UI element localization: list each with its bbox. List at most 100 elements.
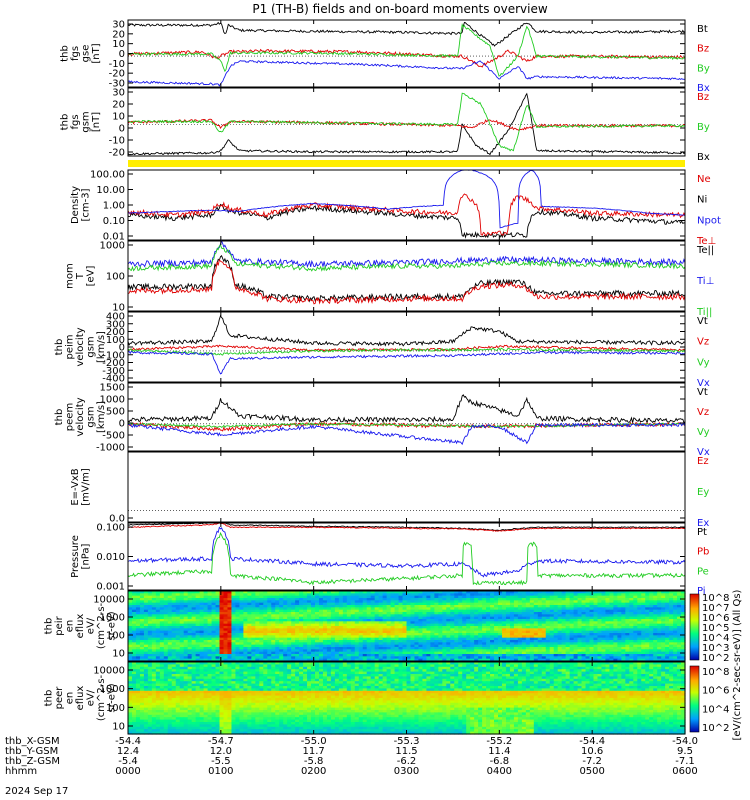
colorbar-tick-label: 10^8 [702,593,729,604]
panel-pressure: 0.100 0.010 0.001 Pressure [nPa] Pt Pb Pe Pi [70,522,709,597]
panel-peer_flux-content [128,662,686,735]
x-tick-label: -7.1 [675,756,695,767]
x-tick-label: -54.7 [208,736,234,747]
y-axis-label: velocity [75,327,86,366]
y-axis-label: E=-VxB [70,468,81,505]
x-tick-label: -5.5 [211,756,231,767]
x-tick-label: -54.4 [115,736,141,747]
y-tick-label: 0.001 [96,582,125,593]
panel-frame [127,451,686,523]
y-axis-label: velocity [75,397,86,436]
y-axis-label: peer [54,686,65,710]
series-fgs_gsm-2 [127,92,686,152]
y-tick-label: 0.100 [96,523,125,534]
legend-entry: Vy [697,427,710,438]
series-mom_temp-2 [127,255,686,303]
x-tick-label: 12.0 [210,746,232,757]
colorbar-tick-label: 10^4 [702,633,729,644]
y-axis-label: [cm-3] [80,188,91,221]
y-axis-label: gsm [80,111,91,132]
x-tick-label: -5.4 [118,756,138,767]
series-mom_temp-1 [127,244,686,272]
colorbar: 10^810^710^610^510^410^310^210^810^610^4… [689,589,743,740]
plot-title: P1 (TH-B) fields and on-board moments ov… [252,2,548,16]
y-tick-label: 30 [112,88,125,99]
y-tick-label: 0.10 [103,216,125,227]
y-tick-label: 10000 [93,666,125,677]
series-fgs_gsm-0 [127,92,686,156]
y-axis-label: thb [44,618,55,635]
y-axis-label: [nPa] [80,543,91,569]
colorbar-tick-label: 10^6 [702,686,729,697]
panel-fgs_gse-content [127,21,686,87]
legend-entry: Vz [697,407,709,418]
legend-entry: Ti⊥ [696,276,714,287]
legend-entry: Pb [697,547,709,558]
series-peim_vel-0 [127,314,686,347]
panel-pressure-content [127,522,686,586]
panel-density: 100.00 10.00 1.00 0.10 0.01 Density [cm-3] Ne Ni… [70,169,721,247]
panel-peer_flux: 10000 1000 100 10 thb peer en eflux eV/(cm^2-s-s… [44,661,686,735]
y-tick-label: 100.00 [90,170,125,181]
y-tick-label: 100 [106,272,125,283]
series-peim_vel-3 [127,350,686,375]
y-tick-label: 10 [112,303,125,314]
y-tick-label: 20 [112,100,125,111]
x-tick-label: 11.5 [395,746,417,757]
legend-entry: By [697,122,710,133]
panel-peir_flux-content [128,591,686,662]
y-tick-label: 20 [112,29,125,40]
x-tick-label: -55.2 [486,736,512,747]
y-tick-label: 1000 [100,613,125,624]
y-axis-label: Pressure [70,535,81,578]
panel-fgs_gsm-content [127,92,686,156]
panel-mom_temp: 1000 100 10 mom T [eV] Te|| Ti⊥ Ti|| [65,239,714,318]
y-axis-label: mom [65,263,76,289]
y-tick-label: 300 [106,319,125,330]
series-fgs_gse-3 [127,60,686,87]
legend-entry: Ti|| [696,307,712,318]
y-axis-label: sr-eV) [107,683,118,712]
y-tick-label: 10 [112,39,125,50]
colorbar-tick-label: 10^4 [702,704,729,715]
y-axis-label: thb [44,690,55,707]
legend-entry: Te|| [696,245,714,256]
y-axis-label: [nT] [91,43,102,63]
y-tick-label: -20 [109,148,125,159]
panel-peem_vel-content [127,394,686,446]
y-axis-label: [eV] [86,266,97,287]
y-axis-label: eflux [75,686,86,711]
y-axis-label: fgs [70,46,81,61]
panel-efield: 0.0 E=-VxB [mV/m] Ez Ey Ex [70,451,709,529]
series-mom_temp-3 [127,259,686,305]
x-tick-label: 11.7 [303,746,325,757]
x-tick-label: -7.2 [582,756,602,767]
x-tick-label: 11.4 [488,746,510,757]
y-tick-label: 400 [106,312,125,323]
y-tick-label: 100 [106,631,125,642]
x-tick-label: 12.4 [117,746,139,757]
series-peem_vel-0 [127,394,686,425]
y-axis-label: gse [80,45,91,63]
colorbar-tick-label: 10^3 [702,643,729,654]
panel-frame [127,240,686,312]
y-axis-label: gsm [86,336,97,357]
x-tick-label: -55.0 [301,736,327,747]
legend-entry: Ex [697,518,709,529]
legend-entry: Vz [697,337,709,348]
y-tick-label: 0 [119,49,125,60]
y-tick-label: 0 [119,419,125,430]
series-pressure-2 [127,526,686,578]
y-axis-label: thb [54,409,65,426]
legend-entry: Vx [697,447,710,458]
x-row-label: thb_Z-GSM [5,756,60,767]
x-tick-label: 0300 [394,766,419,777]
colorbar-tick-label: 10^5 [702,623,729,634]
y-tick-label: 100 [106,335,125,346]
colorbar-bottom [689,665,700,733]
legend-entry: Te⊥ [696,236,716,247]
y-tick-label: -10 [109,136,125,147]
y-tick-label: 10 [112,722,125,733]
